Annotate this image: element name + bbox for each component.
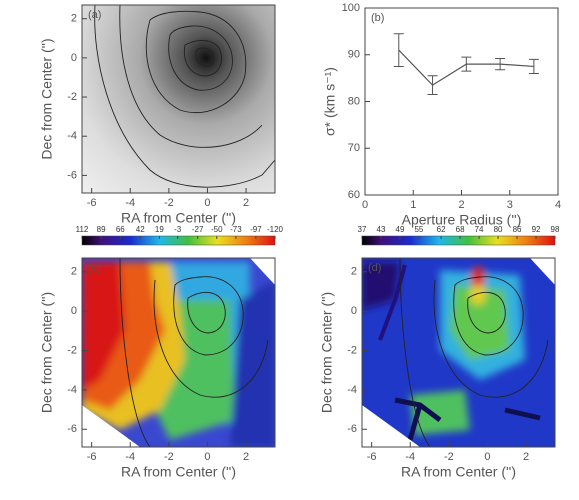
plot-frame [81,257,276,448]
x-tick-label: -4 [125,451,135,463]
x-tick-label: -6 [367,451,377,463]
y-tick-label: 80 [348,95,360,107]
y-tick-label: -2 [67,344,77,356]
y-tick-label: 0 [71,305,77,317]
plot-frame [81,4,276,194]
error-bar [528,58,539,74]
x-axis-title: RA from Center ('') [401,464,516,480]
error-bar [393,33,404,67]
y-tick-label: -4 [67,384,77,396]
x-tick-label: -2 [444,451,454,463]
x-tick-label: 1 [410,199,416,211]
colorbar-label: -73 [230,225,242,234]
x-tick-label: -2 [164,197,174,209]
colorbar-label: 62 [437,225,446,234]
y-tick-label: 100 [342,2,360,14]
colorbar-label: 42 [136,225,145,234]
x-tick-label: -4 [125,197,135,209]
colorbar-label: 74 [475,225,484,234]
panel-label: (c) [88,262,101,274]
dispersion-map [362,258,555,447]
x-tick-label: 2 [523,451,529,463]
y-tick-label: 70 [348,142,360,154]
y-tick-label: -4 [67,130,77,142]
y-tick-label: -2 [67,91,77,103]
y-tick-label: 2 [71,13,77,25]
y-tick-label: -2 [347,344,357,356]
y-tick-label: 0 [71,52,77,64]
colorbar-label: 89 [97,225,106,234]
error-bar [461,56,472,72]
x-tick-label: 0 [484,451,490,463]
y-tick-label: 60 [348,189,360,201]
x-tick-label: -2 [164,451,174,463]
y-tick-label: 90 [348,49,360,61]
colorbar-label: 43 [377,225,386,234]
x-tick-label: 0 [204,197,210,209]
x-tick-label: 2 [243,197,249,209]
x-tick-label: 2 [458,199,464,211]
x-tick-label: -6 [87,197,97,209]
y-tick-label: 0 [351,305,357,317]
y-tick-label: -6 [67,169,77,181]
y-axis-title: Dec from Center ('') [319,292,335,413]
x-tick-label: 4 [555,199,561,211]
colorbar [361,235,556,246]
colorbar-label: -97 [250,225,262,234]
y-axis-title: σ* (km s⁻¹) [322,67,338,136]
colorbar-label: 49 [396,225,405,234]
y-tick-label: 2 [71,266,77,278]
x-axis-title: Aperture Radius ('') [402,212,522,228]
x-tick-label: 0 [362,199,368,211]
gray-map [82,4,276,193]
panel-label: (a) [88,9,101,21]
error-bar [427,75,438,95]
x-axis-title: RA from Center ('') [121,464,236,480]
colorbar-label: 19 [155,225,164,234]
colorbar-label: 92 [532,225,541,234]
colorbar-label: 68 [456,225,465,234]
velocity-map [82,258,275,447]
colorbar-label: 98 [551,225,560,234]
y-tick-label: -6 [67,423,77,435]
plot-frame [364,7,559,196]
colorbar-label: 86 [513,225,522,234]
colorbar-label: 66 [116,225,125,234]
plot-frame [361,257,556,448]
colorbar-label: 37 [358,225,367,234]
colorbar-label: 55 [414,225,423,234]
colorbar-label: -120 [267,225,284,234]
colorbar-label: -50 [211,225,223,234]
y-tick-label: -6 [347,423,357,435]
y-axis-title: Dec from Center ('') [39,38,55,159]
x-axis-title: RA from Center ('') [121,210,236,226]
error-bar [495,57,506,71]
colorbar-label: 80 [494,225,503,234]
y-tick-label: -4 [347,384,357,396]
y-axis-title: Dec from Center ('') [39,292,55,413]
colorbar-label: -3 [174,225,182,234]
x-tick-label: -6 [87,451,97,463]
x-tick-label: 2 [243,451,249,463]
colorbar-label: -27 [192,225,204,234]
panel-label: (b) [371,12,384,24]
x-tick-label: -4 [405,451,415,463]
x-tick-label: 3 [507,199,513,211]
colorbar [81,235,276,246]
x-tick-label: 0 [204,451,210,463]
panel-label: (d) [368,262,381,274]
y-tick-label: 2 [351,266,357,278]
colorbar-label: 112 [76,225,89,234]
